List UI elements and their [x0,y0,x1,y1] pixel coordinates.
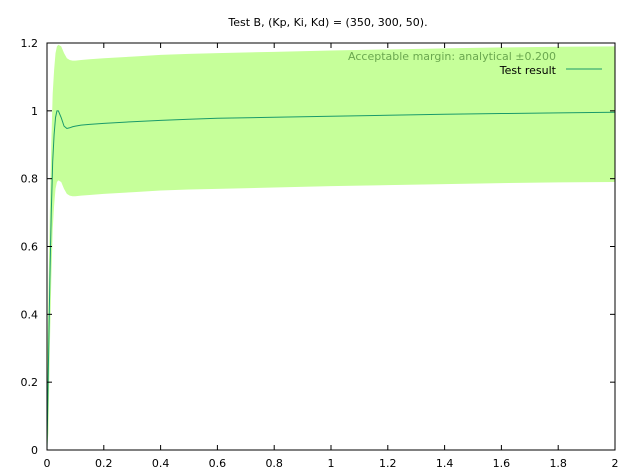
y-tick-label: 1 [31,105,38,118]
line-layer [47,110,615,450]
chart-title: Test B, (Kp, Ki, Kd) = (350, 300, 50). [227,16,427,29]
margin-band [47,44,615,450]
band-layer [47,44,615,450]
legend-band-label: Acceptable margin: analytical ±0.200 [348,50,556,63]
y-tick-label: 0.6 [21,241,39,254]
x-tick-label: 0.8 [265,457,283,470]
x-tick-label: 0 [44,457,51,470]
x-tick-label: 1.8 [549,457,567,470]
y-tick-label: 0.2 [21,376,39,389]
x-tick-label: 1.6 [493,457,511,470]
y-tick-label: 0.4 [21,308,39,321]
legend-band-swatch [566,51,602,61]
x-tick-label: 1.2 [379,457,397,470]
x-tick-label: 0.6 [209,457,227,470]
x-tick-label: 1 [328,457,335,470]
y-tick-label: 0.8 [21,173,39,186]
legend: Acceptable margin: analytical ±0.200 Tes… [348,50,602,77]
test-result-line [47,110,615,450]
y-tick-label: 0 [31,444,38,457]
legend-line-label: Test result [499,64,557,77]
y-tick-label: 1.2 [21,37,39,50]
ticks-layer: 0 0.2 0.4 0.6 0.8 1 1.2 1.4 1.6 1.8 2 0 0.2 0.4 0.6 0.8… [21,37,619,470]
x-tick-label: 0.2 [95,457,113,470]
x-tick-label: 0.4 [152,457,170,470]
x-tick-label: 1.4 [436,457,454,470]
x-tick-label: 2 [612,457,619,470]
